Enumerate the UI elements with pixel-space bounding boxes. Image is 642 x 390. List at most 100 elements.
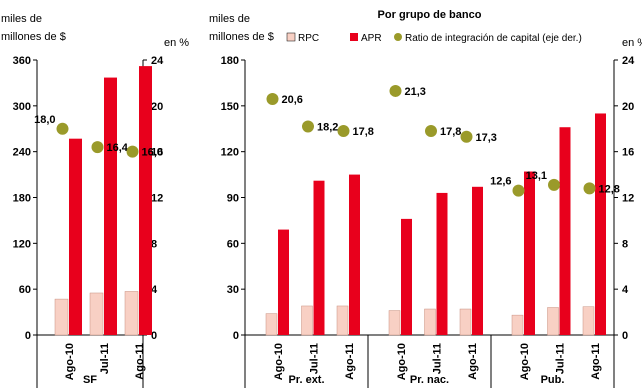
right-tick-label: 24 — [151, 55, 164, 67]
group-label: SF — [83, 374, 97, 386]
bar-apr — [349, 174, 360, 335]
ratio-point — [126, 145, 139, 158]
left-tick-label: 0 — [233, 330, 239, 342]
bar-rpc — [459, 308, 472, 336]
left-tick-label: 180 — [221, 55, 239, 67]
left-axis-label: millones de $ — [209, 31, 274, 43]
left-tick-label: 30 — [227, 284, 239, 296]
bar-apr — [104, 77, 117, 335]
left-tick-label: 120 — [221, 147, 239, 159]
right-tick-label: 4 — [622, 284, 629, 296]
left-tick-label: 60 — [227, 238, 239, 250]
category-tick-label: Ago-10 — [396, 343, 408, 380]
ratio-point — [460, 130, 473, 143]
category-tick-label: Ago-10 — [273, 343, 285, 380]
ratio-point — [389, 84, 402, 97]
data-label-ratio: 20,6 — [282, 94, 303, 106]
data-label-ratio: 17,3 — [476, 132, 497, 144]
left-tick-label: 60 — [19, 284, 31, 296]
right-tick-label: 4 — [151, 284, 158, 296]
right-tick-label: 16 — [622, 147, 634, 159]
bar-apr — [595, 113, 606, 335]
ratio-point — [548, 178, 560, 191]
category-tick-label: Ago-11 — [134, 343, 146, 380]
category-tick-label: Ago-11 — [344, 343, 356, 380]
bar-apr — [436, 192, 448, 335]
ratio-point — [583, 182, 596, 195]
chart-title: Por grupo de banco — [378, 9, 482, 21]
ratio-point — [512, 184, 525, 197]
data-label-ratio: 17,8 — [440, 126, 461, 138]
left-tick-label: 300 — [13, 101, 31, 113]
ratio-point — [337, 125, 350, 138]
right-tick-label: 20 — [151, 101, 163, 113]
left-tick-label: 180 — [13, 193, 31, 205]
left-tick-label: 240 — [13, 147, 31, 159]
bar-apr — [401, 218, 412, 335]
bar-apr — [559, 127, 571, 335]
category-tick-label: Jul-11 — [555, 343, 567, 374]
bar-apr — [313, 180, 325, 335]
data-label-ratio: 13,1 — [526, 170, 547, 182]
right-tick-label: 24 — [622, 55, 635, 67]
data-label-ratio: 12,6 — [490, 176, 511, 188]
data-label-ratio: 16,0 — [142, 147, 163, 159]
bar-apr — [524, 171, 535, 335]
right-axis-label: en % — [622, 37, 642, 49]
right-tick-label: 12 — [151, 193, 163, 205]
left-axis-label: miles de — [1, 13, 42, 25]
right-axis-label: en % — [164, 37, 189, 49]
right-tick-label: 12 — [622, 193, 634, 205]
left-tick-label: 150 — [221, 101, 239, 113]
left-axis-label: miles de — [209, 13, 250, 25]
data-label-ratio: 18,0 — [34, 114, 55, 126]
chart-por-grupo-de-banco: Por grupo de banco miles de millones de $ e… — [209, 9, 642, 388]
group-label: Pub. — [541, 374, 565, 386]
bar-rpc — [511, 314, 524, 336]
right-tick-label: 0 — [151, 330, 157, 342]
left-tick-label: 120 — [13, 238, 31, 250]
data-label-ratio: 18,2 — [317, 121, 338, 133]
data-label-ratio: 16,4 — [107, 142, 129, 154]
category-tick-label: Ago-11 — [467, 343, 479, 380]
left-tick-label: 90 — [227, 193, 239, 205]
category-tick-label: Ago-11 — [590, 343, 602, 380]
bar-rpc — [388, 310, 401, 336]
bar-rpc — [54, 298, 69, 336]
group-label: Pr. ext. — [288, 374, 324, 386]
bar-rpc — [582, 306, 595, 336]
ratio-point — [91, 141, 104, 154]
left-tick-label: 0 — [25, 330, 31, 342]
left-axis-label: millones de $ — [1, 31, 66, 43]
legend-swatch-apr — [350, 33, 358, 41]
bar-rpc — [89, 292, 104, 336]
right-tick-label: 8 — [622, 238, 628, 250]
category-tick-label: Jul-11 — [309, 343, 321, 374]
bar-rpc — [124, 291, 139, 336]
legend-swatch-rpc — [286, 32, 296, 42]
category-tick-label: Ago-10 — [64, 343, 76, 380]
ratio-point — [302, 120, 314, 133]
bar-apr — [278, 229, 289, 335]
data-label-ratio: 21,3 — [405, 86, 426, 98]
legend-label-apr: APR — [361, 33, 382, 44]
bar-rpc — [336, 305, 349, 336]
ratio-point — [56, 122, 69, 135]
category-tick-label: Ago-10 — [519, 343, 531, 380]
bar-rpc — [301, 305, 313, 336]
right-tick-label: 16 — [151, 147, 163, 159]
right-tick-label: 8 — [151, 238, 157, 250]
bar-rpc — [265, 313, 278, 336]
category-tick-label: Jul-11 — [432, 343, 444, 374]
right-tick-label: 0 — [622, 330, 628, 342]
bar-apr — [139, 66, 152, 335]
data-label-ratio: 17,8 — [353, 126, 374, 138]
left-tick-label: 360 — [13, 55, 31, 67]
group-label: Pr. nac. — [410, 374, 449, 386]
ratio-point — [425, 125, 437, 138]
legend-marker-ratio — [394, 33, 402, 41]
bar-rpc — [424, 308, 436, 336]
ratio-point — [266, 92, 279, 105]
